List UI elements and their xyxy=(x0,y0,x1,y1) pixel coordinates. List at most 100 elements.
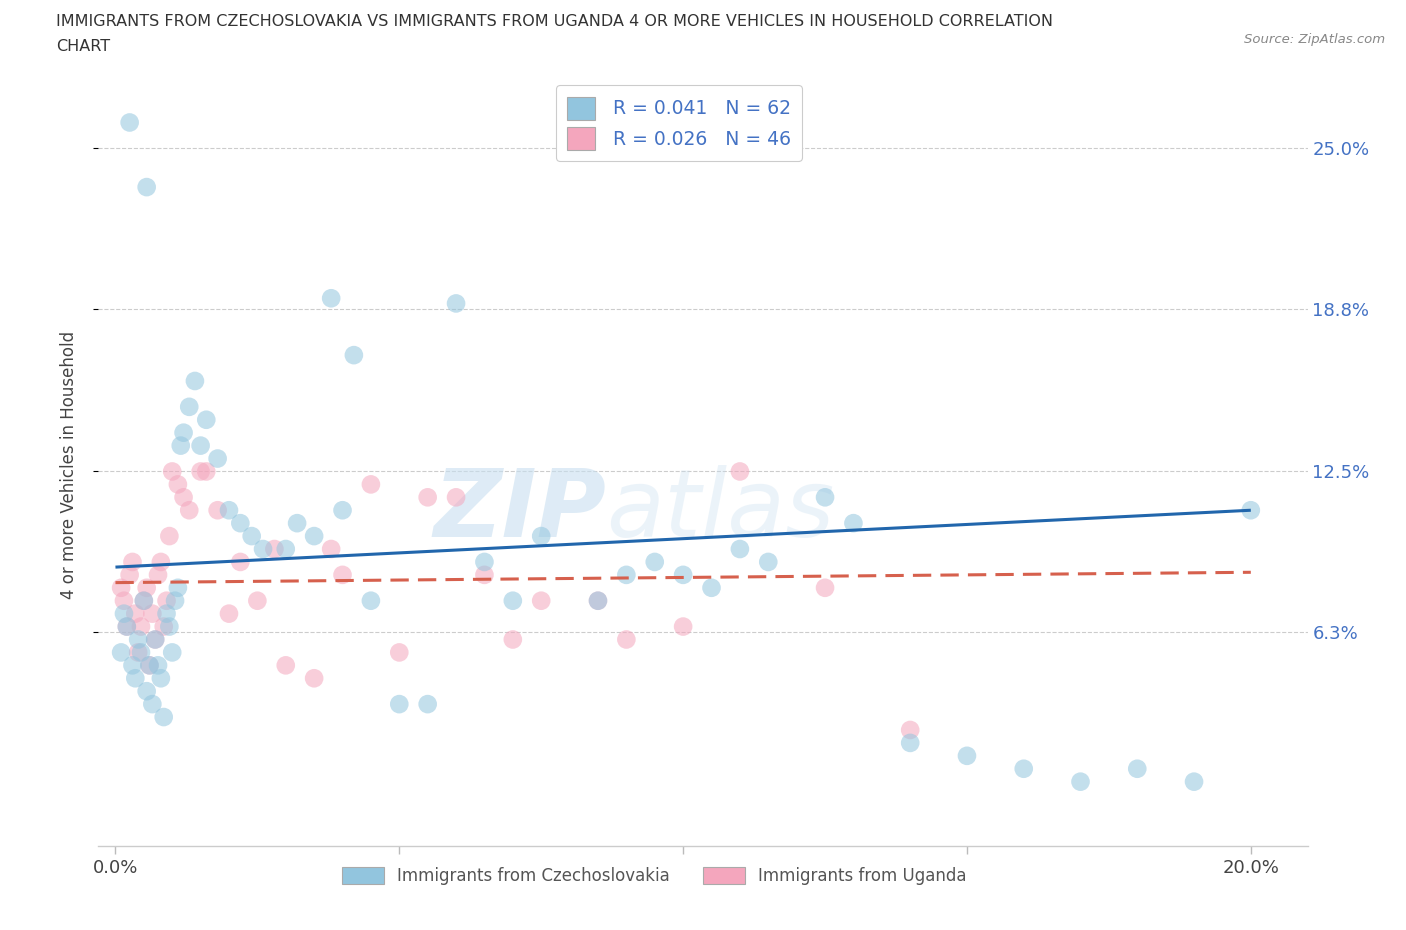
Point xyxy=(195,464,218,479)
Point xyxy=(132,593,155,608)
Point xyxy=(672,619,695,634)
Point xyxy=(246,593,269,608)
Point xyxy=(129,619,152,634)
Point xyxy=(138,658,160,672)
Point xyxy=(132,593,155,608)
Point xyxy=(672,567,695,582)
Point xyxy=(195,412,218,427)
Point xyxy=(146,567,169,582)
Point xyxy=(165,593,187,608)
Point xyxy=(388,645,411,660)
Point xyxy=(152,710,174,724)
Point xyxy=(155,606,177,621)
Text: atlas: atlas xyxy=(606,465,835,556)
Point xyxy=(502,632,524,647)
Point xyxy=(121,554,143,569)
Text: IMMIGRANTS FROM CZECHOSLOVAKIA VS IMMIGRANTS FROM UGANDA 4 OR MORE VEHICLES IN H: IMMIGRANTS FROM CZECHOSLOVAKIA VS IMMIGR… xyxy=(56,14,1053,29)
Y-axis label: 4 or more Vehicles in Household: 4 or more Vehicles in Household xyxy=(59,331,77,599)
Point xyxy=(143,632,166,647)
Point xyxy=(218,503,240,518)
Point xyxy=(814,490,837,505)
Point xyxy=(167,477,190,492)
Point xyxy=(127,632,149,647)
Point xyxy=(179,503,201,518)
Point xyxy=(207,451,229,466)
Point xyxy=(285,516,308,531)
Point xyxy=(173,425,195,440)
Point xyxy=(343,348,366,363)
Point xyxy=(141,697,163,711)
Point xyxy=(229,554,252,569)
Point xyxy=(530,528,553,543)
Text: ZIP: ZIP xyxy=(433,465,606,557)
Point xyxy=(170,438,193,453)
Point xyxy=(179,399,201,414)
Point xyxy=(129,645,152,660)
Point xyxy=(360,593,382,608)
Point xyxy=(135,580,157,595)
Point xyxy=(586,593,609,608)
Point xyxy=(218,606,240,621)
Point xyxy=(274,658,297,672)
Point xyxy=(240,528,263,543)
Point xyxy=(157,528,180,543)
Point xyxy=(135,179,157,194)
Point xyxy=(118,115,141,130)
Point xyxy=(444,490,467,505)
Point xyxy=(135,684,157,698)
Point xyxy=(756,554,779,569)
Point xyxy=(112,606,135,621)
Point xyxy=(141,606,163,621)
Point xyxy=(184,374,207,389)
Point xyxy=(898,723,921,737)
Point xyxy=(360,477,382,492)
Point xyxy=(586,593,609,608)
Point xyxy=(112,593,135,608)
Point xyxy=(321,291,343,306)
Text: Source: ZipAtlas.com: Source: ZipAtlas.com xyxy=(1244,33,1385,46)
Point xyxy=(1240,503,1263,518)
Point xyxy=(143,632,166,647)
Point xyxy=(416,490,439,505)
Point xyxy=(146,658,169,672)
Point xyxy=(1069,775,1091,790)
Point xyxy=(124,671,146,685)
Point xyxy=(138,658,160,672)
Point xyxy=(474,567,496,582)
Legend: Immigrants from Czechoslovakia, Immigrants from Uganda: Immigrants from Czechoslovakia, Immigran… xyxy=(336,860,973,891)
Point xyxy=(1126,762,1149,777)
Point xyxy=(263,541,285,556)
Point xyxy=(728,541,751,556)
Point xyxy=(152,619,174,634)
Point xyxy=(127,645,149,660)
Point xyxy=(274,541,297,556)
Point xyxy=(167,580,190,595)
Point xyxy=(115,619,138,634)
Point xyxy=(157,619,180,634)
Point xyxy=(956,749,979,764)
Text: CHART: CHART xyxy=(56,39,110,54)
Point xyxy=(444,296,467,311)
Point xyxy=(530,593,553,608)
Point xyxy=(644,554,666,569)
Point xyxy=(332,567,354,582)
Point xyxy=(149,554,172,569)
Point xyxy=(700,580,723,595)
Point xyxy=(149,671,172,685)
Point xyxy=(115,619,138,634)
Point xyxy=(1182,775,1205,790)
Point xyxy=(502,593,524,608)
Point xyxy=(173,490,195,505)
Point xyxy=(416,697,439,711)
Point xyxy=(155,593,177,608)
Point xyxy=(1012,762,1035,777)
Point xyxy=(388,697,411,711)
Point xyxy=(252,541,274,556)
Point xyxy=(614,567,637,582)
Point xyxy=(321,541,343,556)
Point xyxy=(332,503,354,518)
Point xyxy=(474,554,496,569)
Point xyxy=(898,736,921,751)
Point xyxy=(728,464,751,479)
Point xyxy=(190,438,212,453)
